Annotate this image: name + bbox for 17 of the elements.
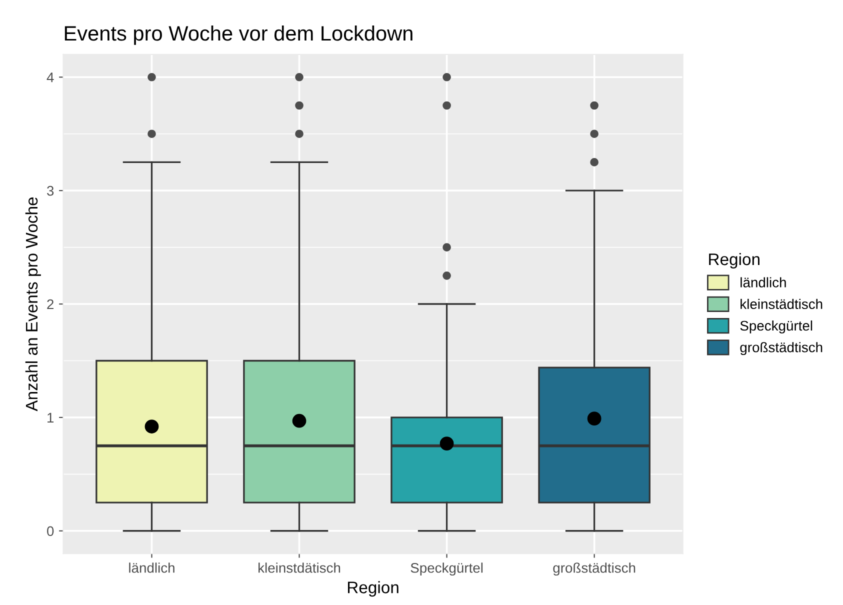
y-axis-title: Anzahl an Events pro Woche — [25, 197, 41, 412]
x-tick-label: großstädtisch — [553, 562, 636, 576]
legend-label: großstädtisch — [740, 342, 822, 356]
x-axis-title: Region — [348, 581, 398, 597]
y-tick-label: 0 — [47, 526, 54, 536]
legend-label: Speckgürtel — [740, 320, 812, 334]
legend-label: kleinstädtisch — [740, 298, 822, 310]
y-tick-label: 4 — [46, 72, 54, 82]
legend-label: ländlich — [740, 277, 786, 288]
x-tick-label: Speckgürtel — [410, 562, 483, 576]
chart-title: Events pro Woche vor dem Lockdown — [64, 25, 412, 45]
x-tick-label: kleinstdätisch — [258, 562, 340, 573]
y-tick-label: 1 — [48, 412, 54, 422]
y-tick-label: 3 — [47, 186, 54, 196]
x-tick-label: ländlich — [129, 562, 174, 573]
y-tick-label: 2 — [47, 299, 54, 310]
legend-title: Region — [709, 252, 760, 269]
